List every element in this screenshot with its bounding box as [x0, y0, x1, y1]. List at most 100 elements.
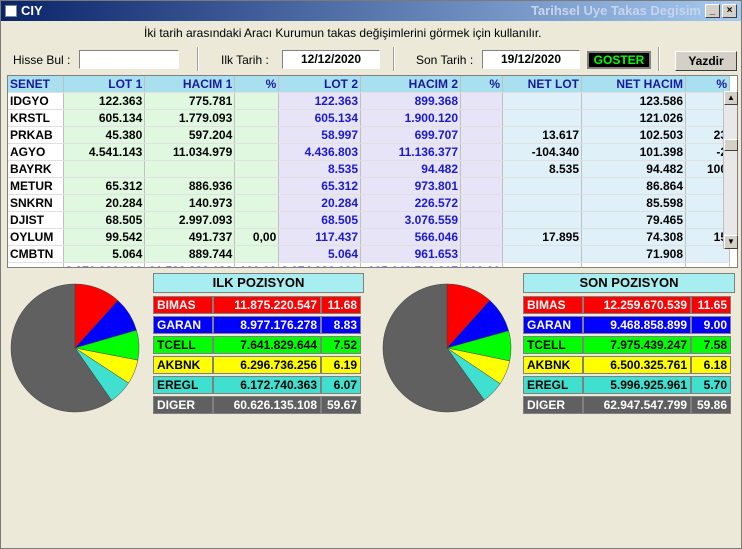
cell: 94.482: [360, 160, 461, 178]
minimize-icon[interactable]: _: [705, 4, 720, 18]
arrow-up-icon[interactable]: ▲: [724, 91, 738, 105]
cell: [234, 109, 280, 127]
table-row[interactable]: PRKAB 45.380 597.204 58.997 699.707 13.617 102…: [8, 126, 730, 144]
cell: 122.363: [63, 92, 146, 110]
cell: [234, 160, 280, 178]
table-row[interactable]: BAYRK 8.535 94.482 8.535 94.482 100: [8, 160, 730, 178]
list-item[interactable]: TCELL 7.975.439.247 7.58: [523, 336, 731, 354]
cell: [234, 211, 280, 229]
cell: BAYRK: [8, 160, 64, 178]
position-name: AKBNK: [523, 356, 583, 374]
column-header-row[interactable]: SENET LOT 1 HACIM 1% LOT 2 HACIM 2% NET LOT NE…: [8, 76, 730, 93]
son-tarih-input[interactable]: 19/12/2020: [482, 50, 580, 69]
list-item[interactable]: GARAN 8.977.176.278 8.83: [153, 316, 361, 334]
list-item[interactable]: BIMAS 11.875.220.547 11.68: [153, 296, 361, 314]
column-header: %: [234, 76, 280, 93]
yazdir-button[interactable]: Yazdir: [675, 51, 737, 71]
cell: 140.973: [144, 194, 236, 212]
cell: 0,00: [234, 228, 280, 246]
totals-row[interactable]: 3.970.330.99201.589.838.198100,003.074.3…: [8, 262, 730, 267]
cell: 86.864: [581, 177, 686, 195]
cell: [502, 177, 582, 195]
cell: 961.653: [360, 245, 461, 263]
ilk-pozisyon-title: ILK POZISYON: [153, 273, 364, 293]
position-name: EREGL: [153, 376, 213, 394]
list-item[interactable]: AKBNK 6.500.325.761 6.18: [523, 356, 731, 374]
app-icon[interactable]: [5, 5, 17, 17]
cell: [502, 245, 582, 263]
column-header: NET LOT: [502, 76, 582, 93]
takas-grid[interactable]: SENET LOT 1 HACIM 1% LOT 2 HACIM 2% NET LOT NE…: [7, 75, 738, 268]
cell: [685, 92, 730, 110]
cell: 605.134: [63, 109, 146, 127]
cell: 68.505: [63, 211, 146, 229]
cell: [234, 194, 280, 212]
list-item[interactable]: TCELL 7.641.829.644 7.52: [153, 336, 361, 354]
position-name: DIGER: [523, 396, 583, 414]
cell: METUR: [8, 177, 64, 195]
cell: 65.312: [63, 177, 146, 195]
cell: 94.482: [581, 160, 686, 178]
table-row[interactable]: SNKRN 20.284 140.973 20.284 226.572 85.598: [8, 194, 730, 212]
cell: 1.900.120: [360, 109, 461, 127]
cell: 899.368: [360, 92, 461, 110]
cell: [685, 109, 730, 127]
cell: 597.204: [144, 126, 236, 144]
table-row[interactable]: CMBTN 5.064 889.744 5.064 961.653 71.908: [8, 245, 730, 263]
table-row[interactable]: KRSTL 605.134 1.779.093 605.134 1.900.120 121…: [8, 109, 730, 127]
son-pozisyon-title: SON POZISYON: [523, 273, 735, 293]
goster-button[interactable]: GOSTER: [587, 51, 651, 69]
title-bar[interactable]: CIY Tarihsel Uye Takas Degisim _ ×: [1, 1, 741, 21]
hisse-search-input[interactable]: [79, 50, 179, 69]
cell: 65.312: [278, 177, 361, 195]
position-pct: 6.19: [321, 356, 361, 374]
list-item[interactable]: DIGER 60.626.135.108 59.67: [153, 396, 361, 414]
pie-slice-diger: [382, 283, 485, 413]
position-pct: 6.18: [691, 356, 731, 374]
cell: [460, 228, 503, 246]
list-item[interactable]: EREGL 5.996.925.961 5.70: [523, 376, 731, 394]
grid-scrollbar[interactable]: ▲ ▼: [723, 91, 738, 249]
cell: 123.586: [581, 92, 686, 110]
cell: [502, 262, 582, 267]
arrow-down-icon[interactable]: ▼: [724, 235, 738, 249]
column-header: %: [685, 76, 730, 93]
cell: -104.340: [502, 143, 582, 161]
column-header: %: [460, 76, 503, 93]
cell: 15: [685, 228, 730, 246]
list-item[interactable]: DIGER 62.947.547.799 59.86: [523, 396, 731, 414]
cell: DJIST: [8, 211, 64, 229]
position-value: 7.975.439.247: [583, 336, 691, 354]
cell: [460, 126, 503, 144]
cell: 20.284: [278, 194, 361, 212]
son-tarih-label: Son Tarih :: [416, 53, 474, 67]
list-item[interactable]: AKBNK 6.296.736.256 6.19: [153, 356, 361, 374]
table-row[interactable]: OYLUM 99.542 491.737 0,00 117.437 566.046 17.8…: [8, 228, 730, 246]
position-value: 8.977.176.278: [213, 316, 321, 334]
scroll-thumb[interactable]: [724, 139, 738, 151]
column-header: HACIM 1: [144, 76, 236, 93]
position-name: AKBNK: [153, 356, 213, 374]
cell: 699.707: [360, 126, 461, 144]
cell: [460, 109, 503, 127]
cell: -2: [685, 143, 730, 161]
position-value: 7.641.829.644: [213, 336, 321, 354]
position-value: 6.500.325.761: [583, 356, 691, 374]
table-row[interactable]: IDGYO 122.363 775.781 122.363 899.368 123.586: [8, 92, 730, 110]
cell: [460, 245, 503, 263]
table-row[interactable]: DJIST 68.505 2.997.093 68.505 3.076.559 79.46…: [8, 211, 730, 229]
list-item[interactable]: EREGL 6.172.740.363 6.07: [153, 376, 361, 394]
close-icon[interactable]: ×: [722, 4, 737, 18]
position-value: 5.996.925.961: [583, 376, 691, 394]
cell: 102.503: [581, 126, 686, 144]
pie-slice-diger: [10, 283, 112, 413]
table-row[interactable]: AGYO 4.541.143 11.034.979 4.436.803 11.136.3…: [8, 143, 730, 161]
ilk-tarih-input[interactable]: 12/12/2020: [282, 50, 380, 69]
cell: [502, 194, 582, 212]
cell: [460, 160, 503, 178]
list-item[interactable]: GARAN 9.468.858.899 9.00: [523, 316, 731, 334]
list-item[interactable]: BIMAS 12.259.670.539 11.65: [523, 296, 731, 314]
table-row[interactable]: METUR 65.312 886.936 65.312 973.801 86.864: [8, 177, 730, 195]
position-value: 11.875.220.547: [213, 296, 321, 314]
